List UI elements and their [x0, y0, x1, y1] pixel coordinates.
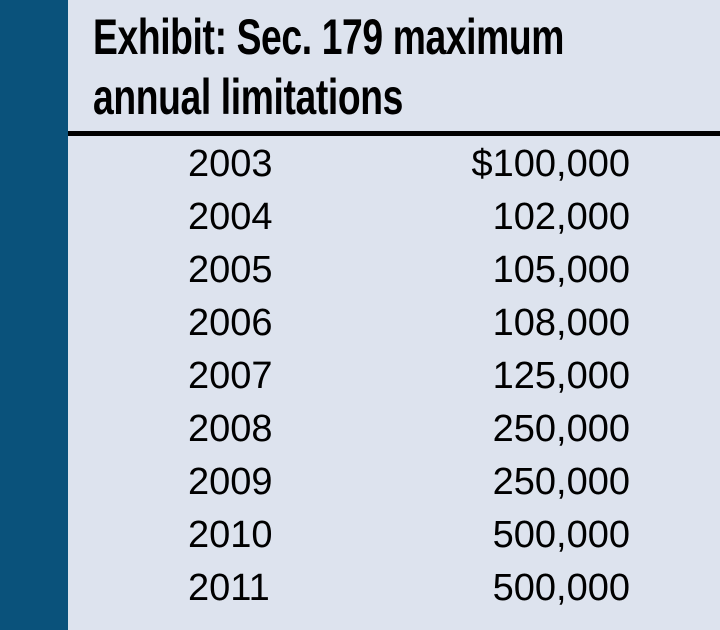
amount-cell: 250,000 [492, 408, 630, 450]
table-row: 2011 500,000 [68, 562, 720, 615]
year-cell: 2009 [188, 461, 273, 503]
exhibit-title-line2: annual limitations [93, 69, 403, 125]
year-cell: 2003 [188, 143, 273, 185]
exhibit-title: Exhibit: Sec. 179 maximum annual limitat… [93, 7, 564, 127]
table-row: 2006 108,000 [68, 297, 720, 350]
table-row: 2008 250,000 [68, 403, 720, 456]
table-row: 2003 $100,000 [68, 138, 720, 191]
table-row: 2007 125,000 [68, 350, 720, 403]
year-cell: 2006 [188, 302, 273, 344]
amount-cell: 105,000 [492, 249, 630, 291]
exhibit-title-line1: Exhibit: Sec. 179 maximum [93, 9, 564, 65]
year-cell: 2010 [188, 514, 273, 556]
year-cell: 2007 [188, 355, 273, 397]
amount-cell: 500,000 [492, 567, 630, 609]
amount-cell: 500,000 [492, 514, 630, 556]
year-cell: 2011 [188, 567, 270, 609]
amount-cell: 108,000 [492, 302, 630, 344]
exhibit-content: Exhibit: Sec. 179 maximum annual limitat… [68, 0, 720, 630]
year-cell: 2005 [188, 249, 273, 291]
limitations-table: 2003 $100,000 2004 102,000 2005 105,000 … [68, 138, 720, 615]
amount-cell: 125,000 [492, 355, 630, 397]
year-cell: 2008 [188, 408, 273, 450]
table-row: 2005 105,000 [68, 244, 720, 297]
amount-cell: 102,000 [492, 196, 630, 238]
left-accent-bar [0, 0, 68, 630]
title-divider-rule [68, 131, 720, 136]
amount-cell: 250,000 [492, 461, 630, 503]
year-cell: 2004 [188, 196, 273, 238]
amount-cell: $100,000 [471, 143, 631, 185]
table-row: 2004 102,000 [68, 191, 720, 244]
table-row: 2010 500,000 [68, 509, 720, 562]
table-row: 2009 250,000 [68, 456, 720, 509]
